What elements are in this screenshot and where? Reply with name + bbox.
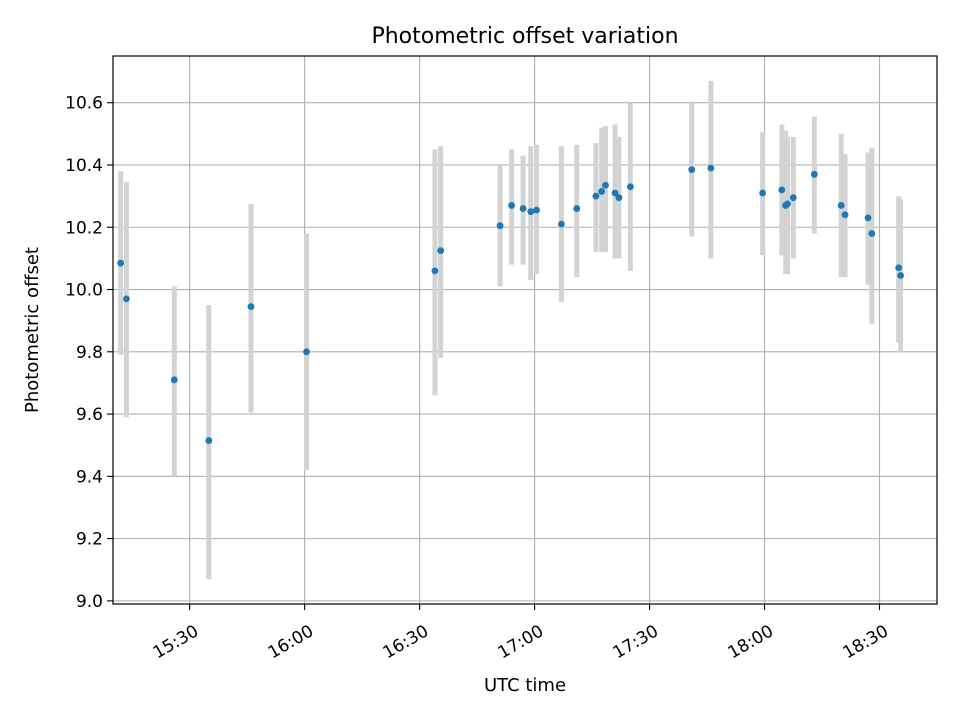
data-point <box>437 247 445 255</box>
data-point <box>615 194 623 202</box>
x-tick-label: 18:00 <box>725 621 777 663</box>
data-point <box>205 437 213 444</box>
data-point <box>864 214 872 222</box>
data-point <box>496 222 504 230</box>
data-point <box>897 272 904 279</box>
data-point <box>868 230 876 237</box>
data-points <box>117 164 904 444</box>
data-point <box>598 188 606 195</box>
x-tick-label: 17:30 <box>610 621 662 663</box>
data-point <box>837 202 845 209</box>
y-axis-label: Photometric offset <box>22 247 43 413</box>
data-point <box>810 170 818 178</box>
x-axis-label: UTC time <box>484 675 566 696</box>
error-bars <box>118 80 904 580</box>
data-point <box>626 183 634 191</box>
data-point <box>707 164 715 172</box>
y-tick-label: 9.4 <box>76 467 103 487</box>
data-point <box>789 194 797 202</box>
data-point <box>688 166 696 174</box>
data-point <box>602 181 609 189</box>
y-tick-label: 10.2 <box>65 218 103 238</box>
data-point <box>784 200 791 208</box>
data-point <box>508 202 515 209</box>
y-tick-label: 9.2 <box>76 530 103 550</box>
data-point <box>431 267 439 275</box>
y-tick-label: 9.8 <box>76 343 103 363</box>
data-point <box>247 303 255 311</box>
data-point <box>527 208 535 216</box>
y-tick-label: 9.0 <box>76 592 103 612</box>
data-point <box>611 189 619 197</box>
data-point <box>759 189 767 197</box>
x-tick-label: 16:00 <box>265 621 317 663</box>
data-point <box>573 205 581 212</box>
data-point <box>303 348 310 356</box>
data-point <box>117 259 125 267</box>
y-tick-label: 9.6 <box>76 405 103 425</box>
data-point <box>841 211 849 219</box>
y-tick-label: 10.4 <box>65 156 103 176</box>
data-point <box>170 376 178 384</box>
chart-title: Photometric offset variation <box>371 24 678 49</box>
data-point <box>778 186 786 194</box>
plot-area-frame <box>112 55 938 605</box>
data-point <box>558 220 565 228</box>
data-point <box>123 295 130 303</box>
data-point <box>592 192 600 200</box>
y-tick-label: 10.0 <box>65 281 103 301</box>
data-point <box>895 264 903 272</box>
data-point <box>533 206 540 214</box>
y-tick-label: 10.6 <box>65 94 103 114</box>
x-tick-label: 18:30 <box>840 621 892 663</box>
x-tick-label: 16:30 <box>380 621 432 663</box>
x-tick-label: 17:00 <box>495 621 547 663</box>
data-point <box>519 205 527 212</box>
x-tick-label: 15:30 <box>150 621 202 663</box>
